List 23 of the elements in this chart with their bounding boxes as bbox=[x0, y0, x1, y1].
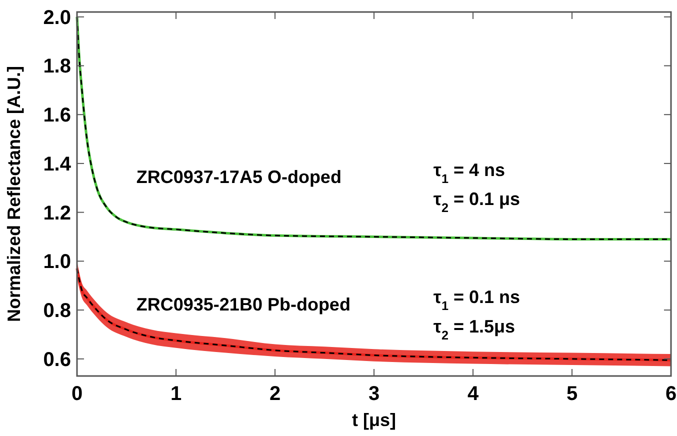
annotation: τ$_{1}$ = 0.1 ns bbox=[433, 287, 520, 314]
y-tick-label: 2.0 bbox=[43, 6, 71, 29]
y-tick-label: 0.8 bbox=[43, 300, 71, 322]
y-tick-label: 1.4 bbox=[43, 153, 72, 176]
annotation: ZRC0937-17A5 O-doped bbox=[136, 167, 342, 188]
x-tick-label: 2 bbox=[269, 383, 281, 405]
x-axis-title: t [μs] bbox=[352, 410, 396, 430]
annotation: τ$_{1}$ = 4 ns bbox=[433, 160, 506, 186]
y-tick-label: 1.0 bbox=[43, 251, 71, 274]
annotation: τ$_{2}$ = 1.5μs bbox=[433, 316, 516, 342]
x-tick-label: 4 bbox=[467, 383, 480, 405]
y-tick-label: 0.6 bbox=[43, 348, 71, 371]
y-tick-label: 1.6 bbox=[43, 104, 71, 127]
x-tick-label: 1 bbox=[170, 383, 182, 405]
annotation: ZRC0935-21B0 Pb-doped bbox=[136, 294, 350, 314]
y-axis-title: Normalized Reflectance [A.U.] bbox=[4, 66, 24, 322]
x-tick-label: 3 bbox=[368, 383, 380, 405]
x-tick-label: 0 bbox=[71, 383, 83, 405]
x-tick-label: 6 bbox=[665, 383, 677, 405]
y-tick-label: 1.8 bbox=[43, 56, 71, 78]
y-tick-label: 1.2 bbox=[43, 202, 71, 224]
annotation: τ$_{2}$ = 0.1 μs bbox=[433, 188, 520, 215]
x-tick-label: 5 bbox=[566, 383, 578, 405]
